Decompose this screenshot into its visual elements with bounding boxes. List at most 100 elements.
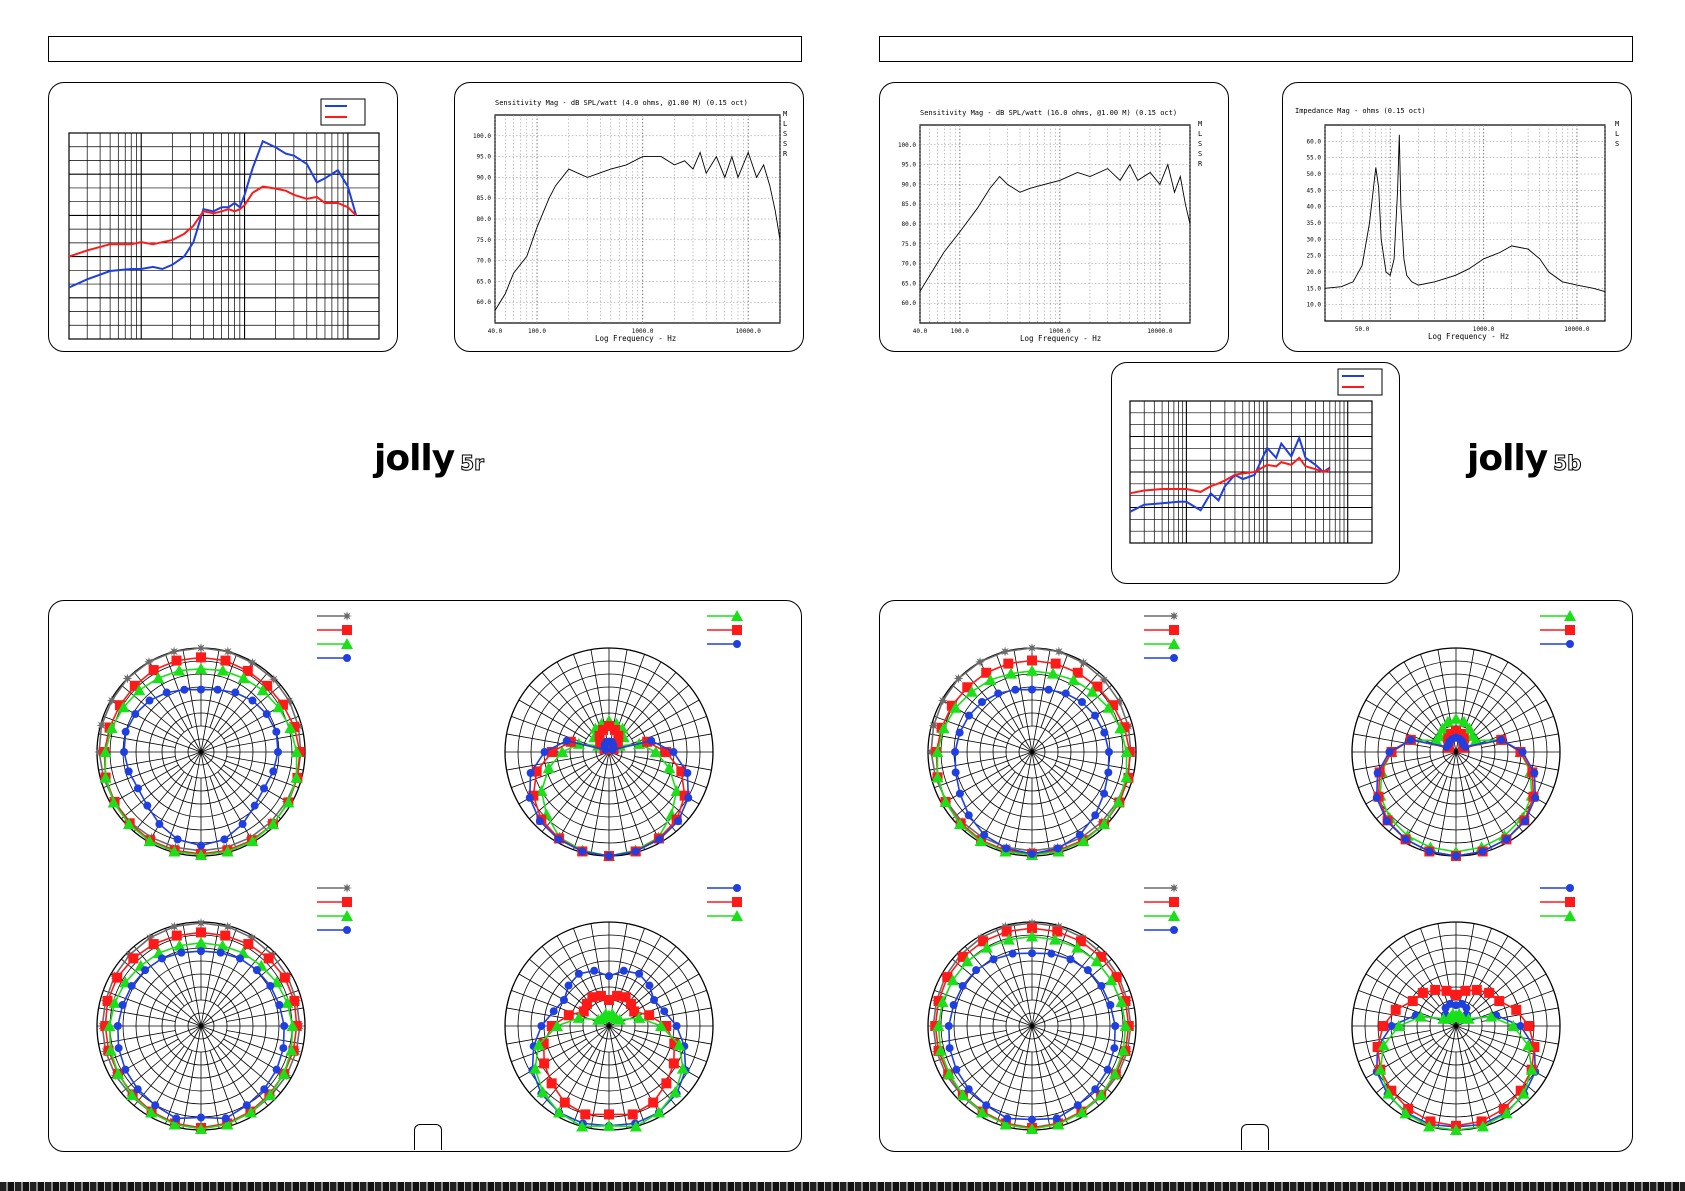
data-point: [1052, 1114, 1061, 1123]
data-point: [1530, 768, 1539, 777]
series-line-red: [68, 185, 357, 258]
data-point: [1529, 1041, 1540, 1052]
polar-spoke: [1420, 654, 1448, 728]
data-point: [972, 966, 981, 975]
polar-spoke: [608, 751, 628, 855]
data-point: [195, 662, 207, 674]
data-point: [1476, 1120, 1489, 1132]
polar-spoke: [200, 1025, 299, 1062]
data-point: [529, 1062, 542, 1074]
data-point: [931, 746, 944, 757]
x-tick-label: 10000.0: [1147, 328, 1173, 335]
right-page: Sensitivity Mag - dB SPL/watt (16.0 ohms…: [843, 0, 1685, 1191]
polar-spoke: [200, 1025, 254, 1117]
y-tick-label: 70.0: [477, 258, 492, 265]
data-point: [556, 746, 569, 757]
data-point: [1108, 1067, 1121, 1079]
polar-spoke: [556, 751, 610, 843]
data-point: [647, 736, 656, 745]
data-point: [1027, 643, 1037, 653]
polar-spoke: [200, 751, 299, 788]
data-point: [1390, 1004, 1401, 1015]
data-point: [999, 1118, 1012, 1130]
data-point: [563, 1010, 574, 1021]
side-letter: L: [783, 120, 787, 128]
polar-spoke: [1057, 756, 1135, 771]
data-point: [946, 700, 957, 711]
data-point: [124, 767, 133, 776]
polar-spoke: [1437, 751, 1457, 855]
side-letter: S: [1615, 140, 1619, 148]
data-point: [1078, 657, 1089, 668]
polar-spoke: [934, 716, 1033, 753]
polar-spoke: [223, 764, 292, 805]
data-point: [1008, 949, 1017, 958]
polar-spoke: [121, 751, 202, 820]
data-point: [964, 811, 973, 820]
polar-spoke: [1455, 751, 1475, 855]
polar-chart: [504, 921, 714, 1132]
data-point: [1450, 712, 1462, 724]
x-tick-label: 100.0: [951, 328, 969, 335]
x-tick-label: 1000.0: [632, 328, 654, 335]
polar-spoke: [541, 1045, 593, 1106]
data-point: [537, 1022, 546, 1030]
data-point: [1071, 941, 1084, 953]
polar-spoke: [1031, 923, 1051, 1027]
polar-spoke: [209, 776, 237, 850]
data-point: [535, 817, 544, 826]
data-point: [1096, 951, 1107, 962]
data-point: [220, 655, 231, 666]
polar-spoke: [226, 733, 304, 748]
data-point: [1430, 984, 1441, 995]
data-point: [574, 969, 583, 978]
data-point: [197, 947, 205, 956]
polar-spoke: [617, 928, 645, 1002]
data-point: [578, 1006, 589, 1017]
data-point: [549, 1007, 558, 1016]
polar-charts: [926, 610, 1576, 1135]
polar-spoke: [103, 1025, 202, 1062]
y-tick-label: 35.0: [1307, 220, 1322, 227]
brand-name: jolly: [1467, 438, 1548, 479]
data-point: [957, 951, 968, 962]
polar-spoke: [608, 1025, 707, 1062]
data-point: [594, 730, 605, 741]
sensitivity-chart: Sensitivity Mag - dB SPL/watt (16.0 ohms…: [898, 109, 1203, 343]
data-point: [1108, 700, 1119, 711]
polar-spoke: [608, 958, 689, 1027]
data-point: [660, 1007, 669, 1016]
legend-box: [1337, 368, 1383, 396]
data-point: [531, 766, 542, 777]
data-point: [143, 801, 152, 810]
data-point: [246, 835, 259, 847]
series-line-black: [919, 163, 1191, 292]
data-point: [1092, 681, 1103, 692]
polar-spoke: [1420, 776, 1448, 850]
polar-spoke: [631, 973, 700, 1014]
polar-spoke: [518, 699, 587, 740]
polar-spoke: [1013, 923, 1033, 1027]
polar-spoke: [996, 776, 1024, 850]
data-point: [173, 664, 186, 676]
data-point: [1078, 697, 1087, 706]
polar-spoke: [529, 1025, 610, 1094]
polar-spoke: [1031, 958, 1112, 1027]
data-point: [158, 954, 166, 963]
data-point: [1052, 1118, 1065, 1130]
x-tick-label: 50.0: [1355, 326, 1370, 333]
y-tick-label: 65.0: [902, 280, 917, 287]
polar-spoke: [1376, 684, 1457, 753]
data-point: [195, 848, 207, 860]
x-tick-label: 10000.0: [1564, 326, 1590, 333]
side-letter: M: [783, 110, 787, 118]
data-point: [955, 789, 964, 798]
data-point: [669, 1086, 682, 1098]
data-point: [631, 847, 640, 856]
data-point: [532, 1038, 545, 1050]
series-line-blue: [68, 139, 358, 289]
polar-spoke: [200, 923, 220, 1027]
polar-legend: [317, 611, 353, 662]
data-point: [663, 762, 676, 774]
data-point: [546, 1078, 557, 1089]
